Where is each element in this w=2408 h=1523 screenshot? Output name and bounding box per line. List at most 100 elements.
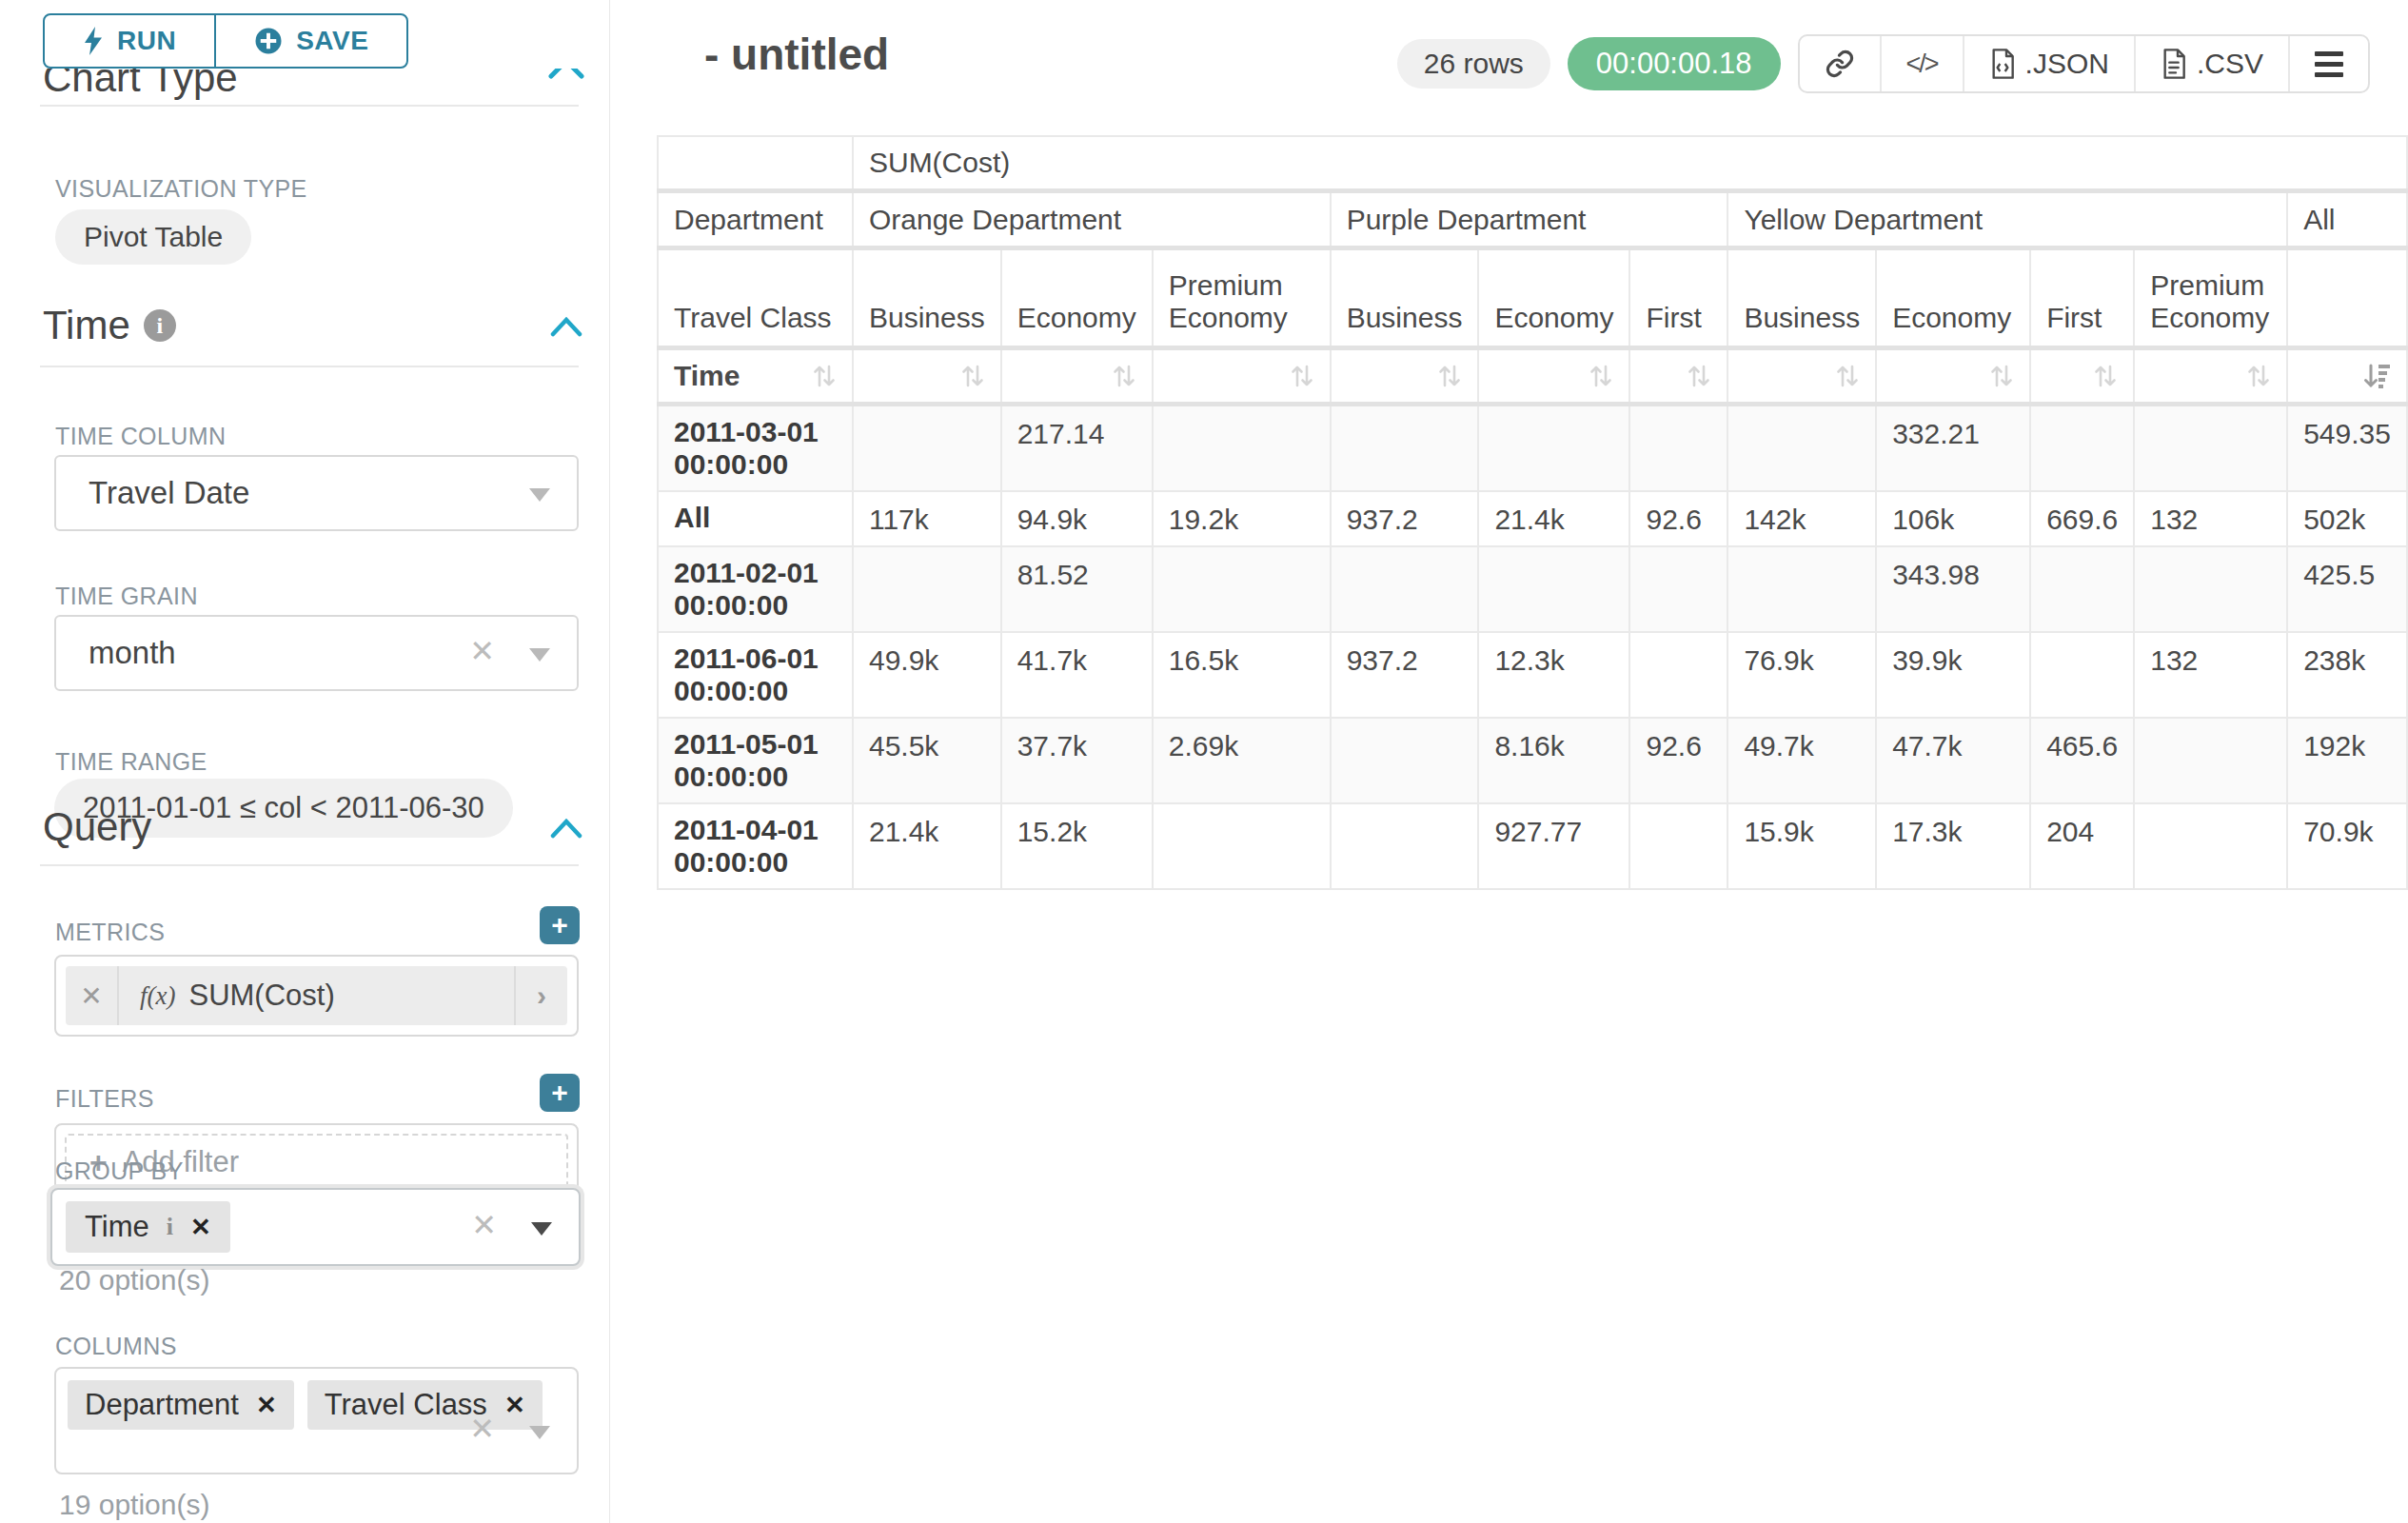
pivot-sort-cell[interactable] <box>1153 348 1331 405</box>
pivot-value-cell <box>1331 405 1479 492</box>
pivot-col-header: Economy <box>1478 248 1629 348</box>
pivot-sort-cell[interactable] <box>2134 348 2287 405</box>
visualization-type-pill[interactable]: Pivot Table <box>55 209 251 265</box>
pivot-value-cell <box>1478 405 1629 492</box>
pivot-value-cell: 502k <box>2287 491 2407 546</box>
pivot-value-cell: 16.5k <box>1153 632 1331 718</box>
plus-circle-icon <box>254 27 283 55</box>
tag-remove-icon[interactable]: ✕ <box>504 1391 525 1420</box>
pivot-col-header: First <box>2030 248 2134 348</box>
tag-label: Travel Class <box>325 1388 487 1422</box>
caret-down-icon[interactable] <box>529 1426 550 1439</box>
pivot-sort-cell[interactable] <box>1629 348 1727 405</box>
columns-select[interactable]: Department ✕ Travel Class ✕ ✕ <box>54 1367 579 1474</box>
clear-icon[interactable]: ✕ <box>469 633 495 669</box>
pivot-dim-label: Travel Class <box>658 248 853 348</box>
sort-icon[interactable] <box>1290 362 1314 390</box>
table-row: 2011-03-01 00:00:00217.14332.21549.35 <box>658 405 2407 492</box>
pivot-value-cell: 2.69k <box>1153 718 1331 803</box>
pivot-value-cell <box>2134 546 2287 632</box>
table-row: 2011-06-01 00:00:0049.9k41.7k16.5k937.21… <box>658 632 2407 718</box>
time-collapse-chevron-icon[interactable] <box>550 316 582 337</box>
pivot-value-cell: 549.35 <box>2287 405 2407 492</box>
add-metric-button[interactable]: + <box>540 906 580 944</box>
metrics-box: ✕ f(x) SUM(Cost) › <box>54 955 579 1037</box>
pivot-sort-cell[interactable] <box>1478 348 1629 405</box>
sort-icon[interactable] <box>812 362 837 390</box>
caret-down-icon[interactable] <box>531 1222 552 1236</box>
pivot-value-cell: 39.9k <box>1876 632 2030 718</box>
row-count-badge: 26 rows <box>1397 39 1550 89</box>
pivot-sort-cell[interactable] <box>1001 348 1153 405</box>
caret-down-icon <box>529 648 550 662</box>
pivot-sort-cell[interactable] <box>2287 348 2407 405</box>
pivot-row-label: 2011-03-01 00:00:00 <box>658 405 853 492</box>
pivot-col-group-header: All <box>2287 191 2407 248</box>
pivot-table-container: SUM(Cost)DepartmentOrange DepartmentPurp… <box>657 135 2408 890</box>
sort-icon[interactable] <box>1589 362 1613 390</box>
pivot-value-cell: 8.16k <box>1478 718 1629 803</box>
time-column-select[interactable]: Travel Date <box>54 455 579 531</box>
sort-icon[interactable] <box>960 362 985 390</box>
pivot-value-cell <box>1727 546 1876 632</box>
pivot-metric-header: SUM(Cost) <box>853 136 2407 191</box>
clear-icon[interactable]: ✕ <box>471 1207 497 1243</box>
pivot-col-header: Premium Economy <box>2134 248 2287 348</box>
sort-icon[interactable] <box>1112 362 1136 390</box>
pivot-value-cell: 49.9k <box>853 632 1001 718</box>
remove-metric-icon[interactable]: ✕ <box>66 966 119 1025</box>
expand-metric-icon[interactable]: › <box>514 966 567 1025</box>
pivot-table: SUM(Cost)DepartmentOrange DepartmentPurp… <box>657 135 2408 890</box>
pivot-value-cell: 15.9k <box>1727 803 1876 889</box>
pivot-sort-cell[interactable] <box>853 348 1001 405</box>
sort-icon[interactable] <box>2093 362 2118 390</box>
tag-remove-icon[interactable]: ✕ <box>256 1391 277 1420</box>
metric-pill[interactable]: ✕ f(x) SUM(Cost) › <box>66 966 567 1025</box>
group-by-select[interactable]: Time i ✕ ✕ <box>50 1188 581 1266</box>
pivot-sort-cell[interactable] <box>2030 348 2134 405</box>
sort-desc-active-icon[interactable] <box>2362 362 2391 390</box>
short-link-button[interactable] <box>1800 36 1880 91</box>
columns-label: COLUMNS <box>55 1333 177 1360</box>
sort-icon[interactable] <box>1835 362 1860 390</box>
pivot-value-cell <box>1331 718 1479 803</box>
save-button[interactable]: SAVE <box>214 13 408 69</box>
pivot-sort-cell[interactable] <box>1331 348 1479 405</box>
add-filter-button[interactable]: + <box>540 1074 580 1112</box>
view-query-button[interactable]: </> <box>1880 36 1963 91</box>
pivot-value-cell <box>1727 405 1876 492</box>
chart-title[interactable]: - untitled <box>704 29 889 80</box>
hamburger-icon <box>2315 51 2343 77</box>
query-collapse-chevron-icon[interactable] <box>550 818 582 839</box>
sort-icon[interactable] <box>2246 362 2271 390</box>
pivot-col-header: Business <box>1727 248 1876 348</box>
pivot-col-header: Economy <box>1876 248 2030 348</box>
sort-icon[interactable] <box>1687 362 1711 390</box>
pivot-col-header: Business <box>853 248 1001 348</box>
tag-remove-icon[interactable]: ✕ <box>190 1213 211 1242</box>
clear-icon[interactable]: ✕ <box>469 1412 495 1448</box>
pivot-value-cell: 106k <box>1876 491 2030 546</box>
group-by-options-hint: 20 option(s) <box>59 1264 209 1296</box>
pivot-value-cell: 76.9k <box>1727 632 1876 718</box>
pivot-value-cell <box>1629 632 1727 718</box>
pivot-sort-cell[interactable] <box>1727 348 1876 405</box>
pivot-row-axis-header[interactable]: Time <box>658 348 853 405</box>
function-icon: f(x) <box>140 981 175 1011</box>
pivot-sort-cell[interactable] <box>1876 348 2030 405</box>
columns-tag: Department ✕ <box>68 1380 294 1430</box>
chart-menu-button[interactable] <box>2288 36 2368 91</box>
chevron-up-partial-icon[interactable] <box>547 69 585 82</box>
pivot-value-cell <box>1629 546 1727 632</box>
lightning-bolt-icon <box>83 27 104 55</box>
pivot-value-cell: 343.98 <box>1876 546 2030 632</box>
run-button[interactable]: RUN <box>43 13 216 69</box>
export-json-button[interactable]: .JSON <box>1963 36 2134 91</box>
pivot-value-cell: 669.6 <box>2030 491 2134 546</box>
sort-icon[interactable] <box>1437 362 1462 390</box>
pivot-value-cell <box>2030 546 2134 632</box>
export-csv-button[interactable]: .CSV <box>2134 36 2288 91</box>
time-grain-select[interactable]: month ✕ <box>54 615 579 691</box>
sort-icon[interactable] <box>1989 362 2014 390</box>
pivot-value-cell: 49.7k <box>1727 718 1876 803</box>
